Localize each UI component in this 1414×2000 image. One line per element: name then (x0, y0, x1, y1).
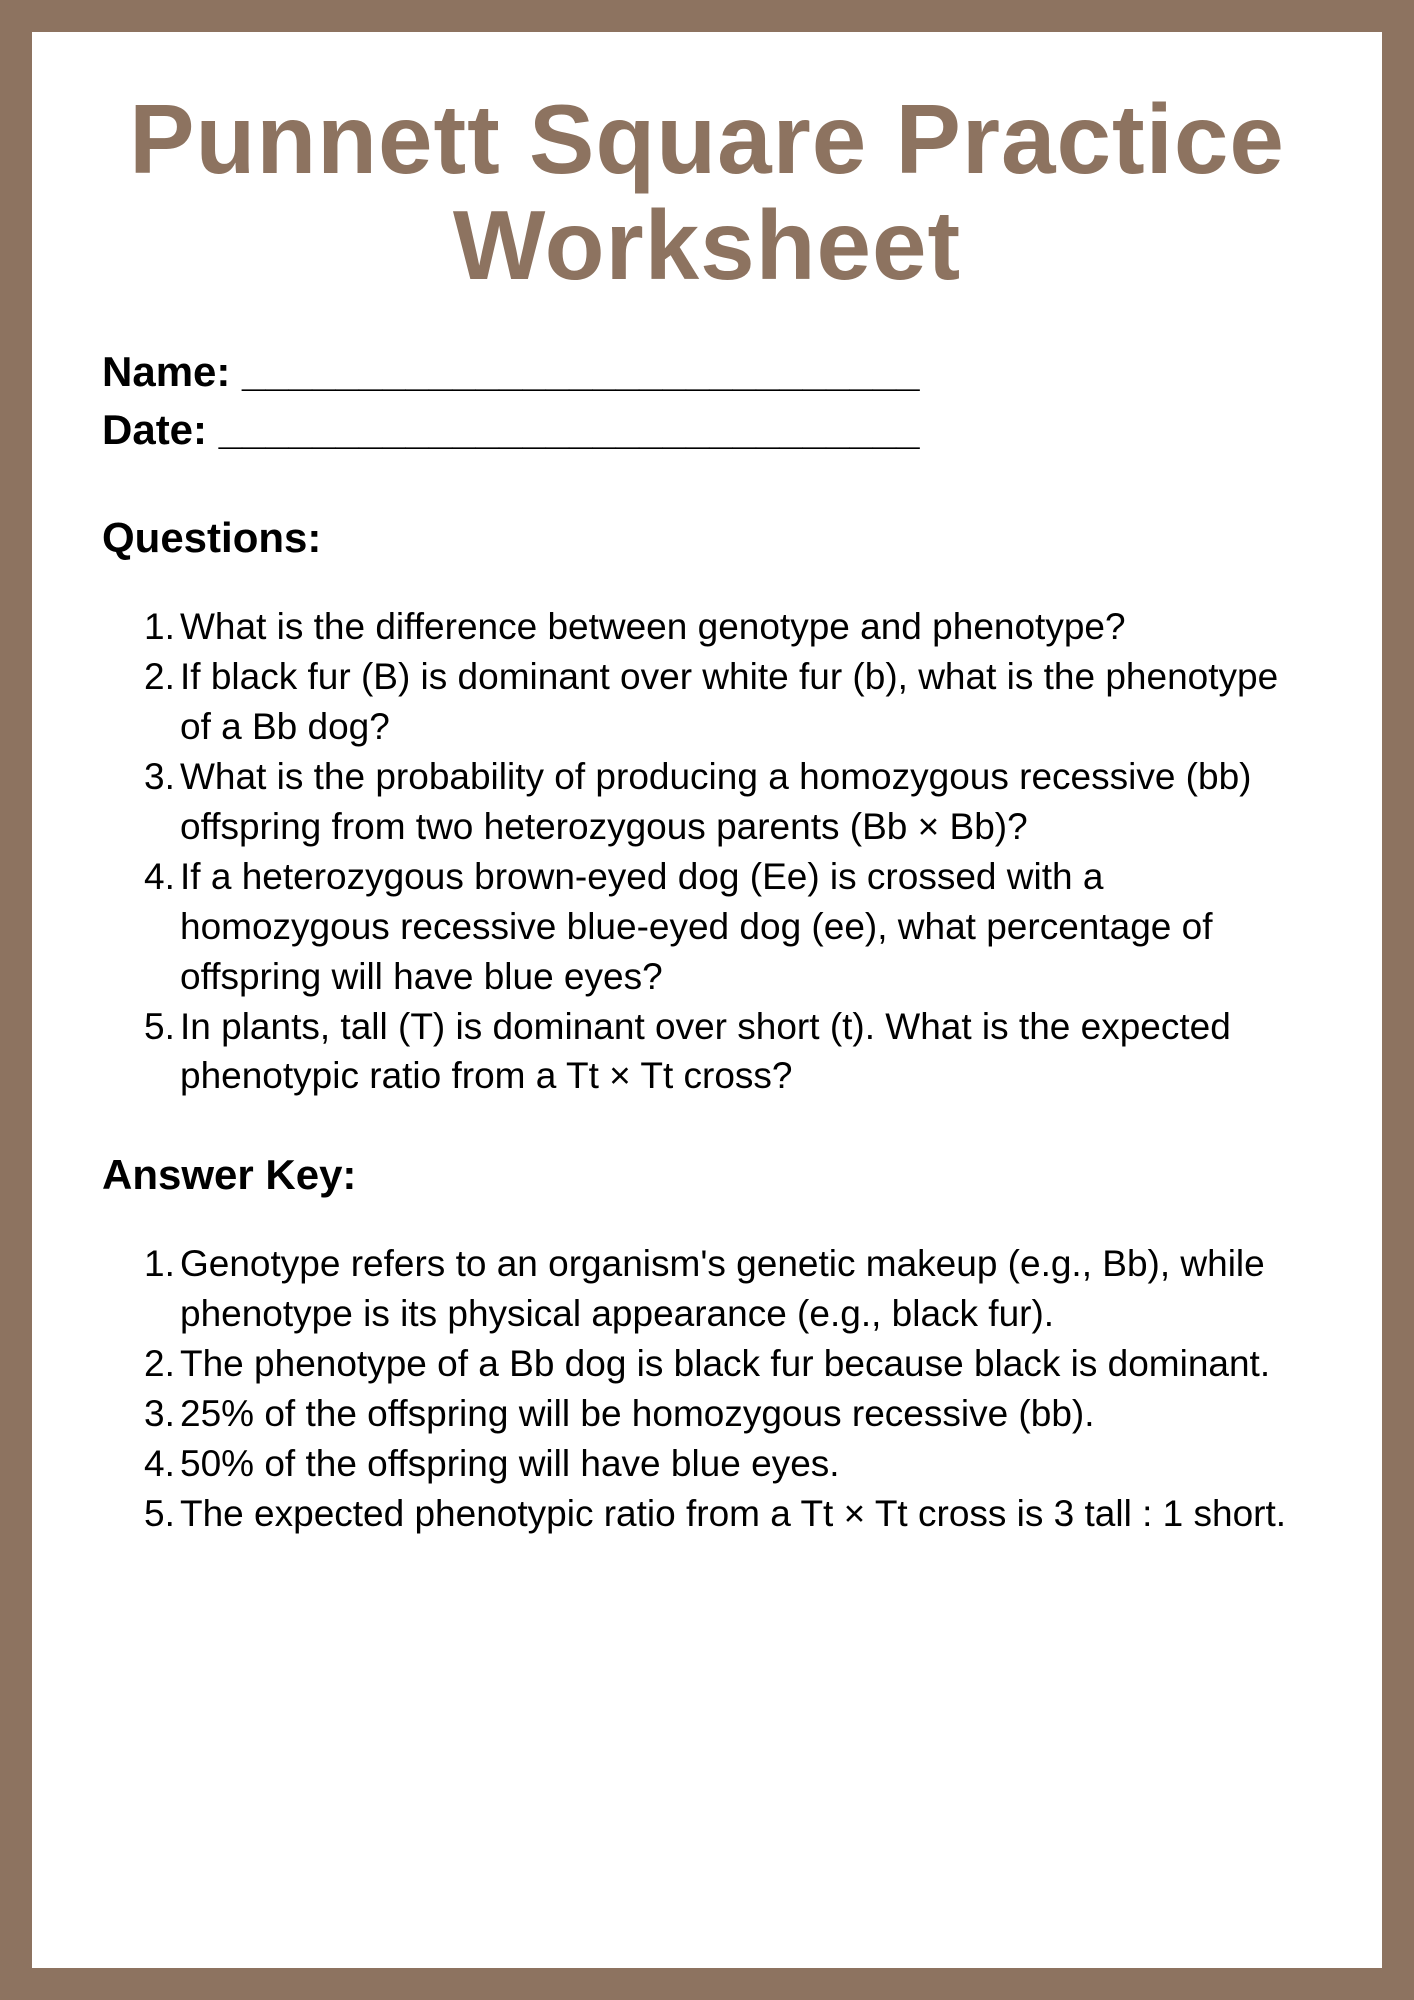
answers-header: Answer Key: (102, 1151, 1312, 1199)
question-item: What is the probability of producing a h… (144, 752, 1312, 852)
student-info-fields: Name: _____________________________ Date… (102, 344, 1312, 459)
question-item: If a heterozygous brown-eyed dog (Ee) is… (144, 852, 1312, 1002)
question-item: In plants, tall (T) is dominant over sho… (144, 1002, 1312, 1102)
answer-item: 50% of the offspring will have blue eyes… (144, 1439, 1312, 1489)
date-field: Date: ______________________________ (102, 402, 1312, 459)
questions-list: What is the difference between genotype … (102, 602, 1312, 1101)
answers-list: Genotype refers to an organism's genetic… (102, 1239, 1312, 1539)
answer-item: The phenotype of a Bb dog is black fur b… (144, 1339, 1312, 1389)
worksheet-page: Punnett Square Practice Worksheet Name: … (32, 32, 1382, 1968)
answer-item: 25% of the offspring will be homozygous … (144, 1389, 1312, 1439)
question-item: If black fur (B) is dominant over white … (144, 652, 1312, 752)
answer-item: Genotype refers to an organism's genetic… (144, 1239, 1312, 1339)
name-field: Name: _____________________________ (102, 344, 1312, 401)
question-item: What is the difference between genotype … (144, 602, 1312, 652)
answer-item: The expected phenotypic ratio from a Tt … (144, 1489, 1312, 1539)
questions-header: Questions: (102, 514, 1312, 562)
worksheet-title: Punnett Square Practice Worksheet (102, 87, 1312, 299)
